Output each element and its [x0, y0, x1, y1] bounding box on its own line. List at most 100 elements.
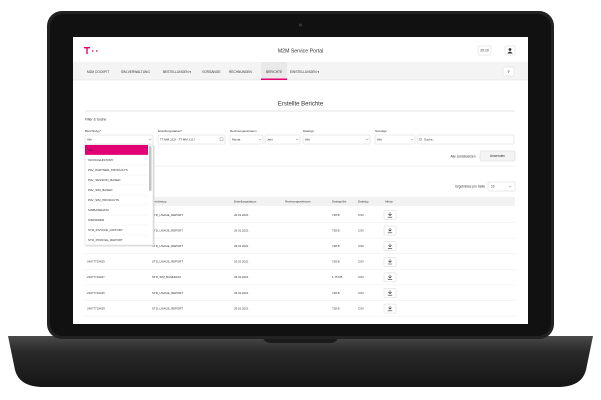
filter-input[interactable]	[157, 134, 226, 145]
report-filetype: CSV	[358, 260, 364, 264]
table-header: Aktion	[385, 199, 393, 203]
filter-label: Erstellungsdatum*	[158, 129, 183, 133]
report-type: STD_USAGE_REPORT	[152, 244, 183, 248]
dropdown-option[interactable]: STD_INVOICE_HISTORY	[88, 228, 123, 232]
nav-item[interactable]: EINSTELLUNGEN ▾	[290, 70, 319, 74]
apply-button[interactable]	[479, 150, 516, 162]
report-filetype: CSV	[358, 306, 364, 310]
table-header-bg	[85, 197, 515, 206]
report-filetype: CSV	[358, 291, 364, 295]
page-size-value: 10	[491, 185, 495, 189]
report-type: STD_USAGE_REPORT	[152, 213, 183, 217]
filter-input-value: Alle	[87, 137, 92, 141]
dropdown-option[interactable]: PAV_SESSION_BASED	[88, 178, 121, 182]
filter-input[interactable]	[229, 134, 264, 145]
download-icon	[387, 212, 393, 218]
dropdown-option[interactable]: Alle	[88, 148, 93, 152]
report-size: 728 B	[332, 244, 340, 248]
page-title: Erstellte Berichte	[278, 102, 324, 108]
laptop-base	[8, 336, 593, 387]
select-caret	[258, 138, 262, 141]
report-type: STD_USAGE_REPORT	[152, 260, 183, 264]
report-size: 728 B	[332, 291, 340, 295]
download-icon	[387, 259, 393, 265]
dropdown-option[interactable]: INVOICEHISTORY	[88, 158, 114, 162]
report-size: 728 B	[332, 306, 340, 310]
report-date: 26.01.2021	[234, 306, 249, 310]
select-caret	[295, 138, 299, 141]
filter-input[interactable]	[416, 134, 515, 145]
download-icon	[387, 290, 393, 296]
report-filetype: CSV	[358, 275, 364, 279]
table-header: Rechnungszeitraum	[285, 199, 311, 203]
table-header: Dateityp	[358, 199, 369, 203]
nav-item[interactable]: BESTELLUNGEN ▾	[163, 70, 191, 74]
report-id: 24077719429	[87, 306, 105, 310]
filter-input-value: Alle	[305, 137, 310, 141]
reset-link[interactable]: Alle zurücksetzen	[451, 154, 476, 158]
nav-item[interactable]: BERICHTE	[266, 70, 282, 74]
report-filetype: CSV	[358, 213, 364, 217]
table-header: Erstellungsdatum	[234, 199, 257, 203]
select-caret	[365, 138, 369, 141]
filter-label: Rechnungszeitraum	[230, 129, 257, 133]
download-icon	[387, 274, 393, 280]
portal-title: M2M Service Portal	[278, 48, 323, 54]
filter-label: Sonstige	[375, 129, 387, 133]
dropdown-option[interactable]: SIMBASEDATA	[88, 208, 109, 212]
filter-title: Filter & Suche	[85, 117, 106, 121]
download-icon	[387, 306, 393, 312]
report-size: 1.75 KB	[332, 275, 342, 279]
filter-input-value: Jahr	[267, 137, 273, 141]
dropdown-option[interactable]: PAV_PARTNER_PRODUCTS	[88, 168, 128, 172]
report-type: STD_SIM_BASEDATA	[152, 275, 181, 279]
dropdown-scrollbar	[149, 146, 152, 191]
nav-item[interactable]: SIM-VERWALTUNG	[121, 70, 150, 74]
filter-input[interactable]	[374, 134, 416, 145]
timer-button[interactable]	[477, 45, 492, 56]
report-size: 728 B	[332, 228, 340, 232]
report-date: 26.01.2021	[234, 228, 249, 232]
dropdown-option[interactable]: PAV_SIM_BASED	[88, 188, 113, 192]
report-type: STD_USAGE_REPORT	[152, 291, 183, 295]
filter-input[interactable]	[302, 134, 371, 145]
select-caret	[148, 138, 152, 141]
dropdown-option[interactable]: SIMORDER	[88, 218, 105, 222]
user-icon	[507, 51, 513, 54]
report-type: STD_USAGE_REPORT	[152, 228, 183, 232]
calendar-icon	[219, 137, 224, 142]
select-caret	[410, 138, 414, 141]
dropdown-option[interactable]: PAV_SIM_PRODUCTS	[88, 198, 119, 202]
report-type: STD_USAGE_REPORT	[152, 306, 183, 310]
dropdown-option[interactable]: STD_PROFILE_REPORT	[88, 238, 123, 242]
download-icon	[387, 228, 393, 234]
report-date: 26.01.2021	[234, 291, 249, 295]
nav-bar	[73, 62, 528, 80]
nav-item[interactable]: M2M COCKPIT	[87, 70, 109, 74]
camera	[298, 23, 303, 27]
report-id: 24077719425	[87, 260, 105, 264]
nav-item[interactable]: RECHNUNGEN	[229, 70, 253, 74]
filter-input[interactable]	[84, 134, 154, 145]
filter-input-value: Suche...	[424, 137, 435, 141]
filter-label: Berichtstyp*	[85, 129, 102, 133]
nav-active-underline	[261, 78, 288, 80]
filter-input-value: Alle	[377, 137, 382, 141]
report-date: 26.01.2021	[234, 213, 249, 217]
filter-label: Dateityp	[303, 129, 314, 133]
report-date: 26.01.2021	[234, 244, 249, 248]
help-button[interactable]	[502, 66, 515, 77]
help-icon: ?	[507, 69, 510, 74]
nav-active-bg	[261, 62, 288, 80]
paging-label: Ergebnisse pro Seite	[455, 184, 485, 188]
page-size-select[interactable]	[487, 181, 516, 192]
session-timer: 29:19	[480, 49, 489, 53]
report-date: 26.01.2021	[234, 275, 249, 279]
telekom-logo	[84, 47, 98, 54]
filter-input-value: TT.MM.JJJJ - TT.MM.JJJJ	[160, 137, 195, 141]
user-icon	[508, 48, 512, 51]
filter-input[interactable]	[264, 134, 301, 145]
nav-item[interactable]: VORGÄNGE	[202, 70, 220, 74]
